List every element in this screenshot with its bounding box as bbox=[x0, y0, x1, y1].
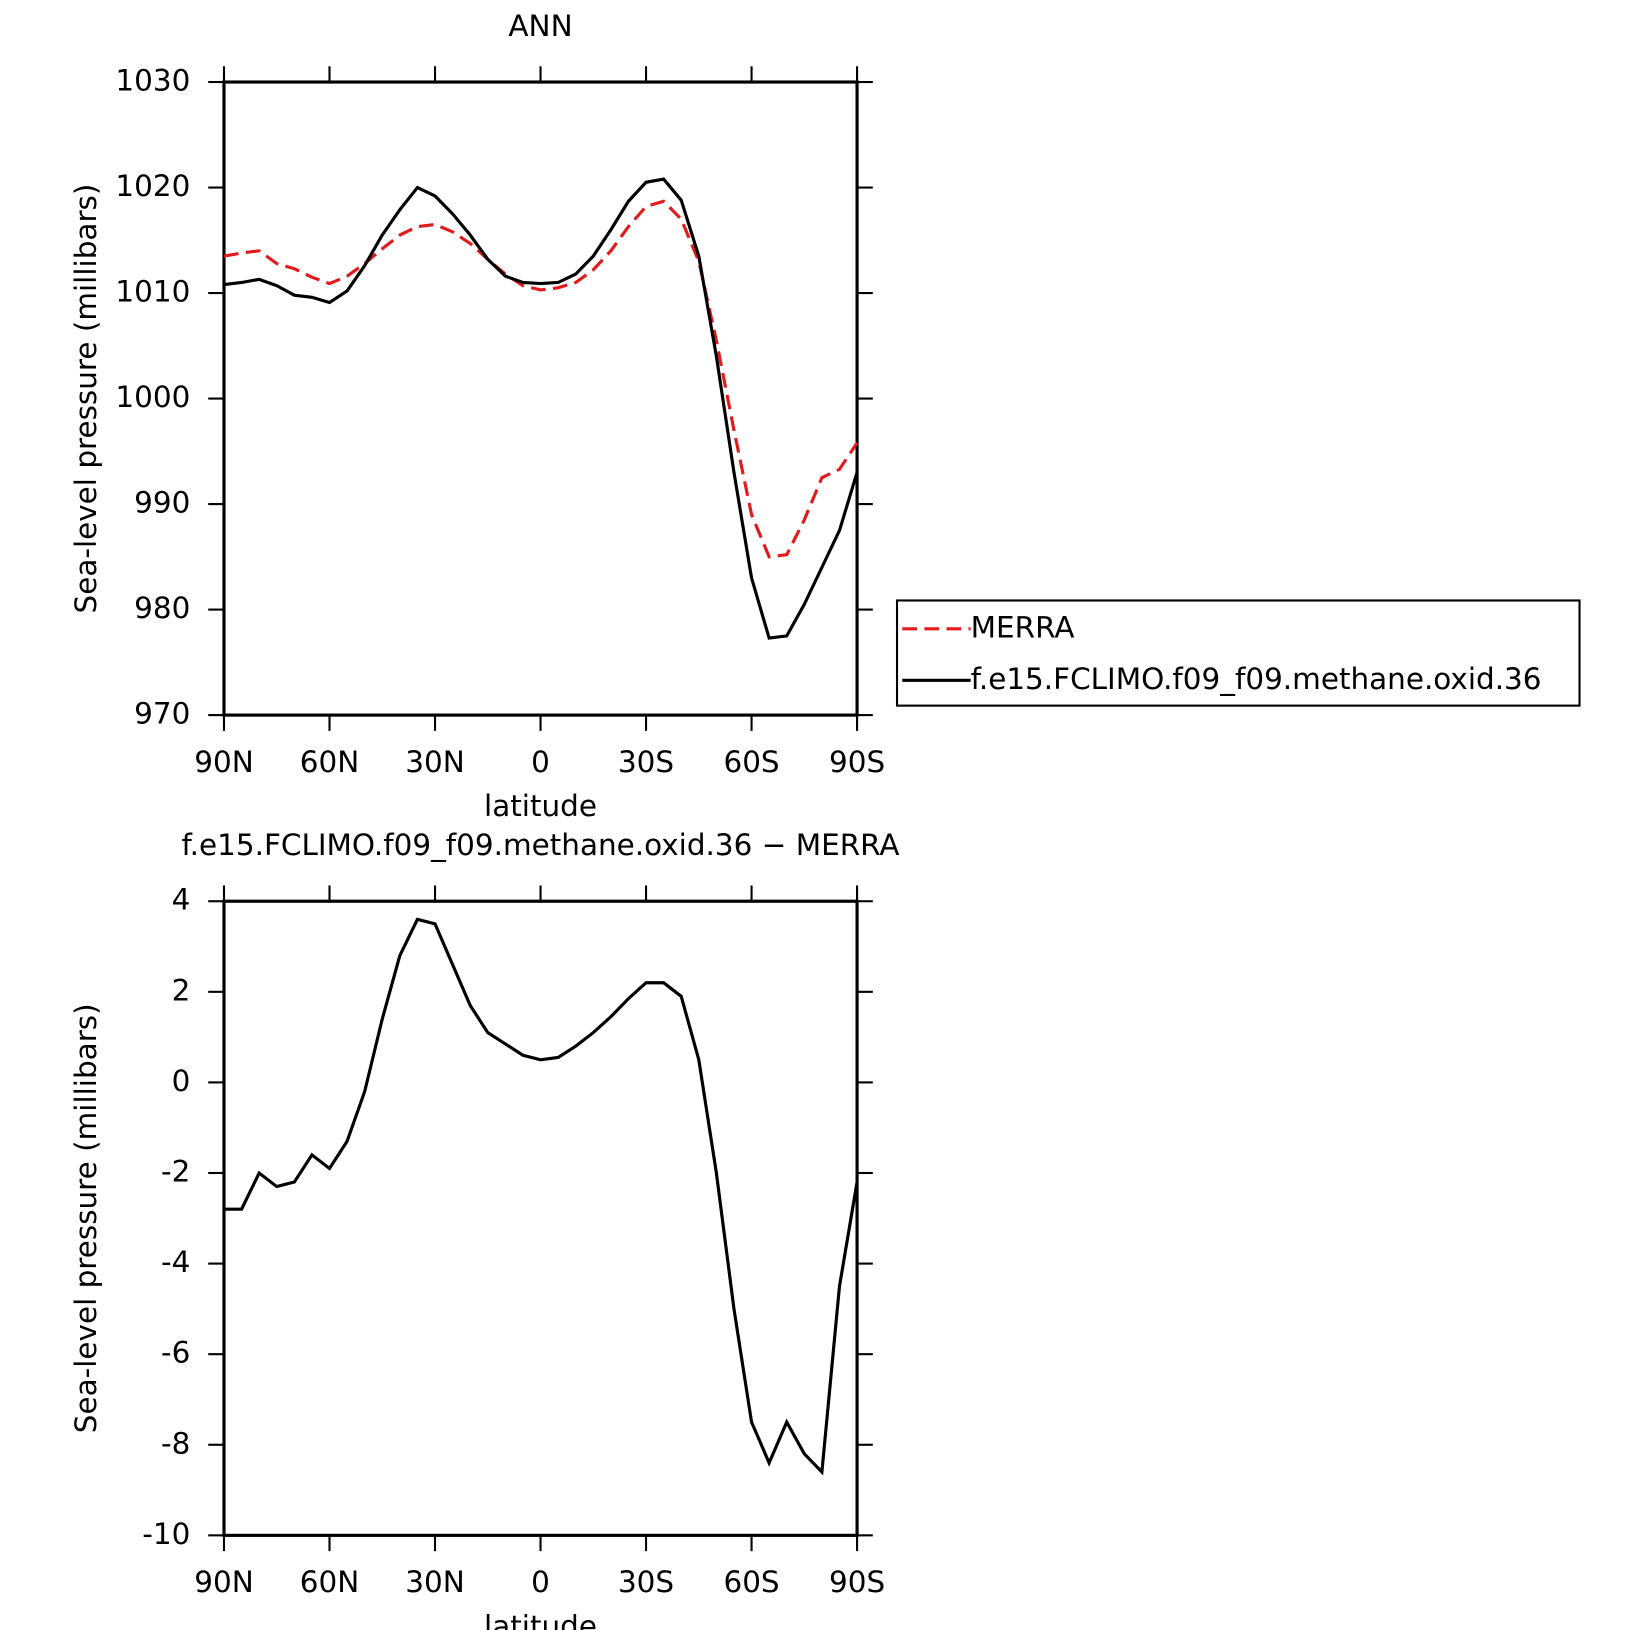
x-tick-label: 0 bbox=[531, 745, 550, 779]
y-tick-label: -6 bbox=[161, 1336, 190, 1370]
y-tick-label: 2 bbox=[172, 973, 191, 1007]
x-tick-label: 30N bbox=[405, 745, 464, 779]
y-tick-label: 0 bbox=[172, 1064, 191, 1098]
y-tick-label: 1010 bbox=[115, 275, 190, 309]
x-tick-label: 90N bbox=[194, 745, 253, 779]
series-line bbox=[223, 199, 859, 559]
x-tick-label: 60N bbox=[300, 1565, 359, 1599]
plot-frame bbox=[222, 899, 859, 1537]
legend-label: MERRA bbox=[971, 610, 1075, 644]
y-tick-label: -10 bbox=[142, 1517, 190, 1551]
x-tick-label: 60S bbox=[723, 1565, 779, 1599]
y-tick-label: 990 bbox=[134, 486, 190, 520]
chart-title: ANN bbox=[508, 9, 572, 43]
y-tick-label: 1030 bbox=[115, 64, 190, 98]
plot-frame bbox=[222, 80, 859, 717]
x-axis-label: latitude bbox=[484, 1609, 597, 1630]
y-axis-label: Sea-level pressure (millibars) bbox=[69, 184, 103, 614]
x-tick-label: 30N bbox=[405, 1565, 464, 1599]
x-tick-label: 60S bbox=[723, 745, 779, 779]
series-line bbox=[223, 917, 859, 1476]
y-tick-label: 1020 bbox=[115, 169, 190, 203]
y-tick-label: -2 bbox=[161, 1154, 190, 1188]
y-tick-label: 4 bbox=[172, 883, 191, 917]
x-tick-label: 30S bbox=[618, 745, 674, 779]
x-tick-label: 30S bbox=[618, 1565, 674, 1599]
y-tick-label: 970 bbox=[134, 697, 190, 731]
x-tick-label: 90S bbox=[829, 1565, 885, 1599]
series-line bbox=[223, 177, 859, 640]
y-tick-label: 1000 bbox=[115, 380, 190, 414]
y-tick-label: 980 bbox=[134, 591, 190, 625]
legend-label: f.e15.FCLIMO.f09_f09.methane.oxid.36 bbox=[971, 662, 1542, 696]
x-tick-label: 90N bbox=[194, 1565, 253, 1599]
x-axis-label: latitude bbox=[484, 789, 597, 823]
legend-box bbox=[895, 599, 1581, 707]
chart-title: f.e15.FCLIMO.f09_f09.methane.oxid.36 − M… bbox=[181, 828, 899, 862]
y-tick-label: -4 bbox=[161, 1245, 190, 1279]
x-tick-label: 90S bbox=[829, 745, 885, 779]
y-axis-label: Sea-level pressure (millibars) bbox=[69, 1003, 103, 1433]
x-tick-label: 0 bbox=[531, 1565, 550, 1599]
x-tick-label: 60N bbox=[300, 745, 359, 779]
y-tick-label: -8 bbox=[161, 1426, 190, 1460]
